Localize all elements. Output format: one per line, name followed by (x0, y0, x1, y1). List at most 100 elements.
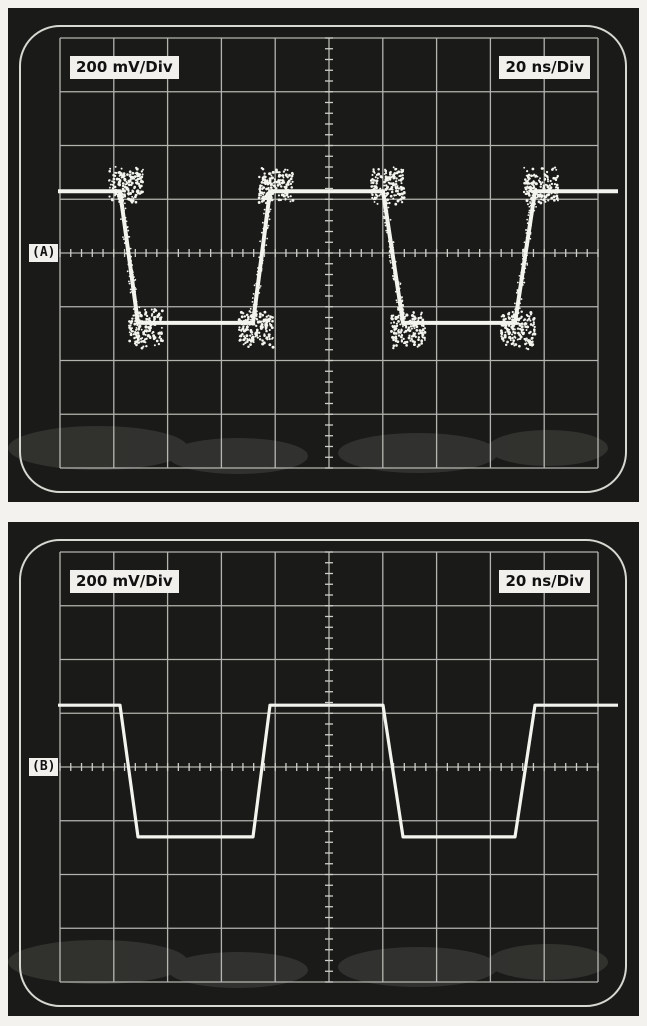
noise-dot (132, 308, 135, 310)
noise-dot (266, 191, 269, 194)
noise-dot (253, 284, 256, 287)
noise-dot (522, 284, 524, 286)
noise-dot (383, 197, 385, 200)
noise-dot (384, 224, 387, 227)
noise-dot (251, 297, 254, 299)
noise-dot (112, 184, 115, 187)
noise-dot (556, 186, 560, 189)
noise-dot (258, 256, 261, 259)
noise-dot (285, 188, 288, 191)
noise-dot (407, 326, 411, 329)
noise-dot (243, 335, 246, 338)
noise-dot (400, 168, 403, 171)
noise-dot (522, 328, 525, 331)
noise-dot (253, 323, 256, 326)
volts-per-div-label-b: 200 mV/Div (70, 570, 179, 593)
noise-dot (122, 220, 124, 222)
noise-dot (419, 316, 423, 319)
noise-dot (423, 330, 427, 334)
noise-dot (271, 337, 273, 340)
noise-dot (383, 184, 386, 187)
noise-dot (131, 330, 134, 333)
noise-dot (257, 201, 261, 204)
noise-dot (534, 196, 537, 199)
noise-dot (284, 173, 288, 177)
noise-dot (139, 180, 143, 184)
noise-dot (513, 302, 516, 305)
noise-dot (379, 193, 382, 196)
noise-dot (287, 183, 290, 186)
noise-dot (277, 198, 281, 202)
noise-dot (373, 171, 376, 174)
noise-dot (525, 236, 528, 239)
noise-dot (525, 329, 528, 332)
noise-dot (385, 192, 388, 195)
noise-dot (270, 174, 273, 177)
noise-dot (532, 181, 536, 184)
noise-dot (134, 286, 136, 289)
noise-dot (523, 281, 526, 284)
noise-dot (388, 228, 390, 231)
noise-dot (395, 171, 399, 175)
noise-dot (417, 336, 421, 339)
noise-dot (398, 287, 401, 290)
noise-dot (507, 324, 511, 327)
noise-dot (399, 323, 402, 326)
noise-dot (516, 338, 519, 341)
noise-dot (528, 182, 531, 185)
noise-dot (418, 329, 422, 332)
noise-dot (130, 183, 133, 187)
noise-dot (547, 199, 550, 202)
noise-dot (394, 185, 397, 188)
noise-dot (280, 193, 284, 197)
noise-dot (521, 274, 524, 277)
noise-dot (372, 168, 375, 171)
noise-dot (147, 334, 150, 337)
noise-dot (132, 333, 135, 336)
noise-dot (375, 173, 378, 176)
noise-dot (130, 320, 134, 323)
noise-dot (129, 328, 132, 331)
noise-dot (388, 182, 391, 185)
noise-dot (261, 339, 264, 342)
noise-dot (548, 187, 552, 191)
noise-dot (134, 200, 138, 204)
noise-dot (133, 175, 137, 178)
trace-noise (108, 165, 560, 351)
noise-dot (265, 329, 268, 333)
noise-dot (411, 317, 415, 321)
noise-dot (530, 190, 534, 194)
noise-dot (289, 182, 293, 186)
noise-dot (145, 318, 149, 321)
noise-dot (520, 263, 523, 266)
noise-dot (389, 170, 392, 174)
noise-dot (144, 320, 148, 323)
noise-dot (126, 173, 129, 176)
noise-dot (506, 330, 509, 333)
noise-dot (128, 247, 131, 250)
noise-dot (400, 196, 403, 199)
noise-dot (114, 165, 117, 168)
noise-dot (137, 327, 141, 331)
noise-dot (241, 322, 244, 326)
noise-dot (405, 344, 408, 347)
noise-dot (242, 325, 245, 328)
noise-dot (255, 291, 258, 293)
noise-dot (151, 313, 154, 316)
crt-bezel (19, 25, 627, 493)
noise-dot (131, 264, 133, 267)
noise-dot (420, 324, 424, 327)
noise-dot (267, 224, 270, 227)
noise-dot (159, 339, 163, 342)
noise-dot (531, 324, 534, 327)
noise-dot (256, 273, 259, 276)
noise-dot (284, 185, 288, 189)
noise-dot (111, 187, 115, 190)
noise-dot (243, 315, 247, 318)
noise-dot (252, 308, 255, 311)
noise-dot (267, 320, 271, 323)
noise-dot (153, 308, 157, 311)
noise-dot (148, 317, 151, 320)
noise-dot (376, 202, 379, 205)
noise-dot (265, 315, 268, 318)
